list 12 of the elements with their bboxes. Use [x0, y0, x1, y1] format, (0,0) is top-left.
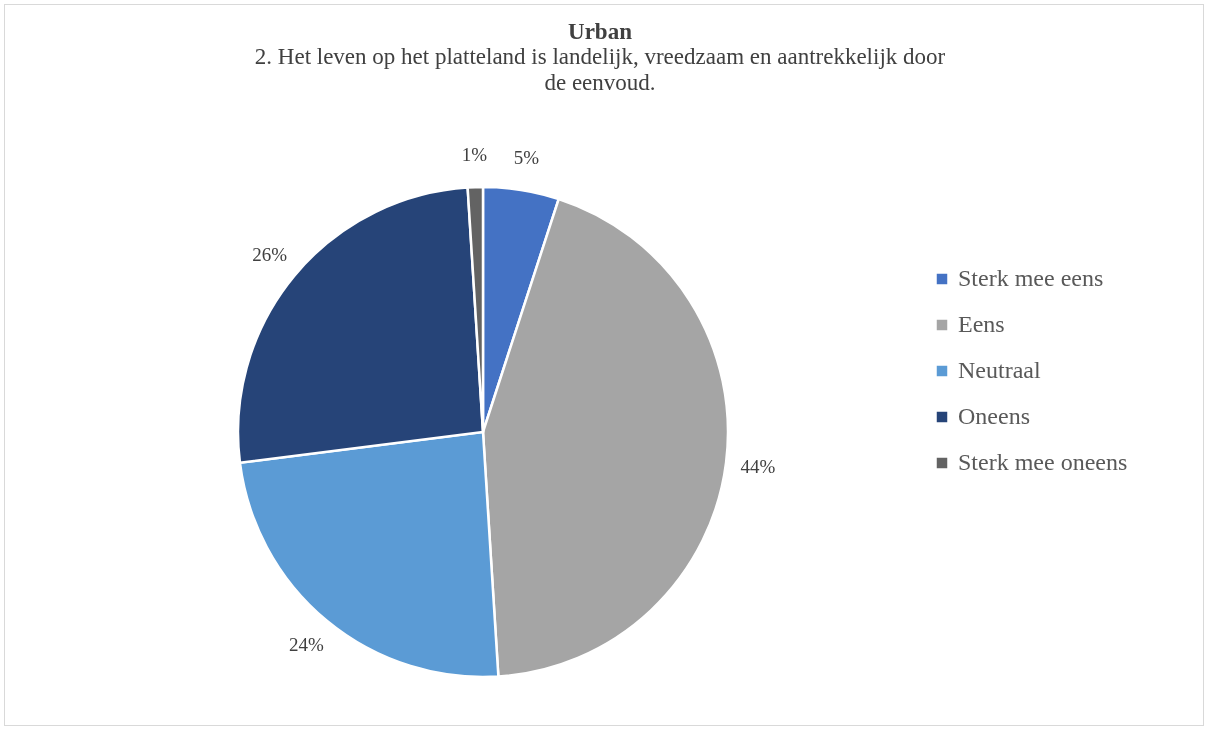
legend-label: Neutraal: [958, 357, 1041, 383]
data-label: 24%: [289, 634, 325, 656]
data-label: 5%: [513, 147, 540, 169]
legend-label: Eens: [958, 311, 1005, 337]
data-label: 26%: [252, 244, 288, 266]
legend-label: Sterk mee oneens: [958, 449, 1128, 475]
chart-subtitle: 2. Het leven op het platteland is landelijk, vreedzaam en aantrekkelijk door de eenvoud.: [254, 44, 946, 95]
legend-label: Oneens: [958, 403, 1030, 429]
legend-label: Sterk mee eens: [958, 265, 1104, 291]
data-label: 44%: [740, 455, 776, 477]
chart-title: Urban: [568, 19, 633, 44]
data-label: 1%: [461, 144, 488, 166]
